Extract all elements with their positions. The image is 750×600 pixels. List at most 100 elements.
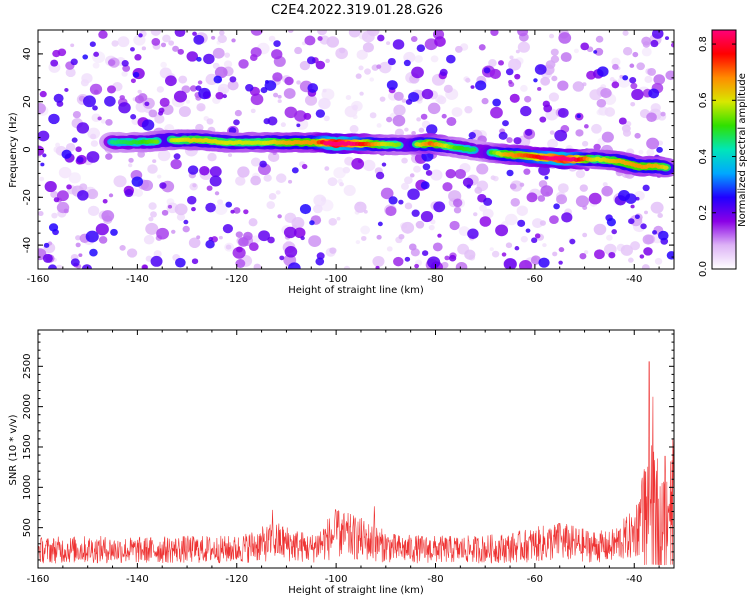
snr-xlabel: Height of straight line (km) [288, 585, 424, 596]
noise-blob [630, 82, 638, 90]
noise-blob [608, 251, 616, 259]
noise-blob [439, 68, 448, 77]
noise-blob [214, 191, 220, 196]
noise-blob [510, 198, 520, 207]
noise-blob [127, 163, 133, 168]
noise-blob [160, 42, 167, 48]
noise-blob [474, 186, 483, 194]
noise-blob [97, 116, 102, 121]
ridge-cell [662, 165, 669, 170]
noise-blob [336, 216, 341, 221]
noise-blob [183, 219, 189, 225]
noise-blob [430, 55, 439, 63]
noise-blob [38, 102, 46, 114]
noise-blob [531, 237, 538, 244]
noise-blob [403, 59, 411, 67]
noise-blob [130, 78, 136, 84]
noise-blob [612, 63, 619, 70]
noise-blob [398, 199, 404, 205]
noise-blob [558, 32, 572, 44]
noise-blob [408, 91, 420, 102]
noise-blob [272, 72, 283, 82]
noise-blob [425, 170, 433, 176]
noise-blob [404, 176, 413, 185]
noise-blob [161, 104, 174, 115]
noise-blob [68, 172, 81, 184]
noise-blob [538, 257, 550, 268]
noise-blob [525, 228, 531, 233]
colorbar-ticks: 0.0 0.2 0.4 0.6 0.8 [698, 36, 736, 277]
noise-blob [191, 206, 196, 212]
x-tick-label: -40 [626, 574, 642, 585]
noise-blob [361, 235, 367, 241]
noise-blob [483, 67, 491, 74]
noise-blob [479, 216, 492, 227]
noise-blob [561, 212, 573, 223]
noise-blob [543, 104, 553, 113]
noise-blob [167, 204, 173, 209]
colorbar: 0.0 0.2 0.4 0.6 0.8 Normalized spectral ampl… [698, 29, 748, 277]
noise-blob [142, 264, 148, 269]
noise-blob [339, 47, 346, 54]
noise-blob [654, 257, 663, 265]
noise-blob [130, 47, 135, 52]
noise-blob [517, 30, 529, 37]
noise-blob [118, 102, 131, 114]
noise-blob [250, 30, 263, 36]
noise-blob [401, 157, 408, 164]
y-tick-label: -40 [22, 237, 33, 253]
noise-blob [176, 213, 186, 221]
y-tick-label: -20 [22, 189, 33, 205]
figure-title: C2E4.2022.319.01.28.G26 [271, 3, 443, 18]
noise-blob [95, 223, 109, 236]
noise-blob [249, 242, 259, 252]
noise-blob [443, 84, 453, 93]
noise-blob [195, 123, 204, 132]
noise-blob [434, 36, 446, 47]
noise-blob [317, 36, 323, 41]
noise-blob [509, 93, 520, 103]
noise-blob [161, 209, 169, 216]
noise-blob [455, 261, 468, 269]
noise-blob [70, 58, 78, 66]
noise-blob [206, 185, 213, 191]
noise-blob [343, 184, 356, 196]
noise-blob [157, 149, 171, 162]
noise-blob [442, 182, 453, 192]
noise-blob [208, 236, 214, 242]
noise-blob [519, 182, 525, 187]
noise-blob [92, 62, 100, 69]
noise-blob [105, 153, 113, 160]
noise-blob [478, 44, 486, 51]
noise-blob [476, 163, 489, 175]
noise-blob [646, 112, 657, 123]
noise-blob [604, 243, 617, 256]
noise-blob [386, 41, 391, 45]
noise-blob [134, 189, 143, 197]
noise-blob [421, 88, 434, 100]
y-tick-label: 20 [22, 95, 33, 108]
noise-blob [284, 246, 298, 258]
noise-blob [81, 264, 93, 269]
noise-blob [48, 223, 59, 232]
noise-blob [53, 197, 60, 203]
noise-blob [271, 49, 283, 60]
noise-blob [618, 117, 627, 125]
noise-blob [398, 234, 405, 240]
noise-blob [148, 109, 158, 118]
colorbar-tick-label: 0.6 [698, 92, 709, 108]
noise-blob [121, 60, 129, 67]
noise-blob [235, 231, 243, 238]
noise-blob [287, 30, 294, 33]
noise-blob [43, 242, 50, 248]
noise-blob [227, 153, 233, 157]
noise-blob [379, 96, 386, 102]
noise-blob [137, 150, 146, 158]
noise-blob [591, 123, 602, 134]
noise-blob [273, 92, 279, 98]
noise-blob [296, 123, 301, 128]
noise-blob [514, 73, 521, 80]
noise-blob [593, 50, 598, 54]
noise-blob [660, 111, 666, 117]
noise-blob [364, 68, 371, 75]
